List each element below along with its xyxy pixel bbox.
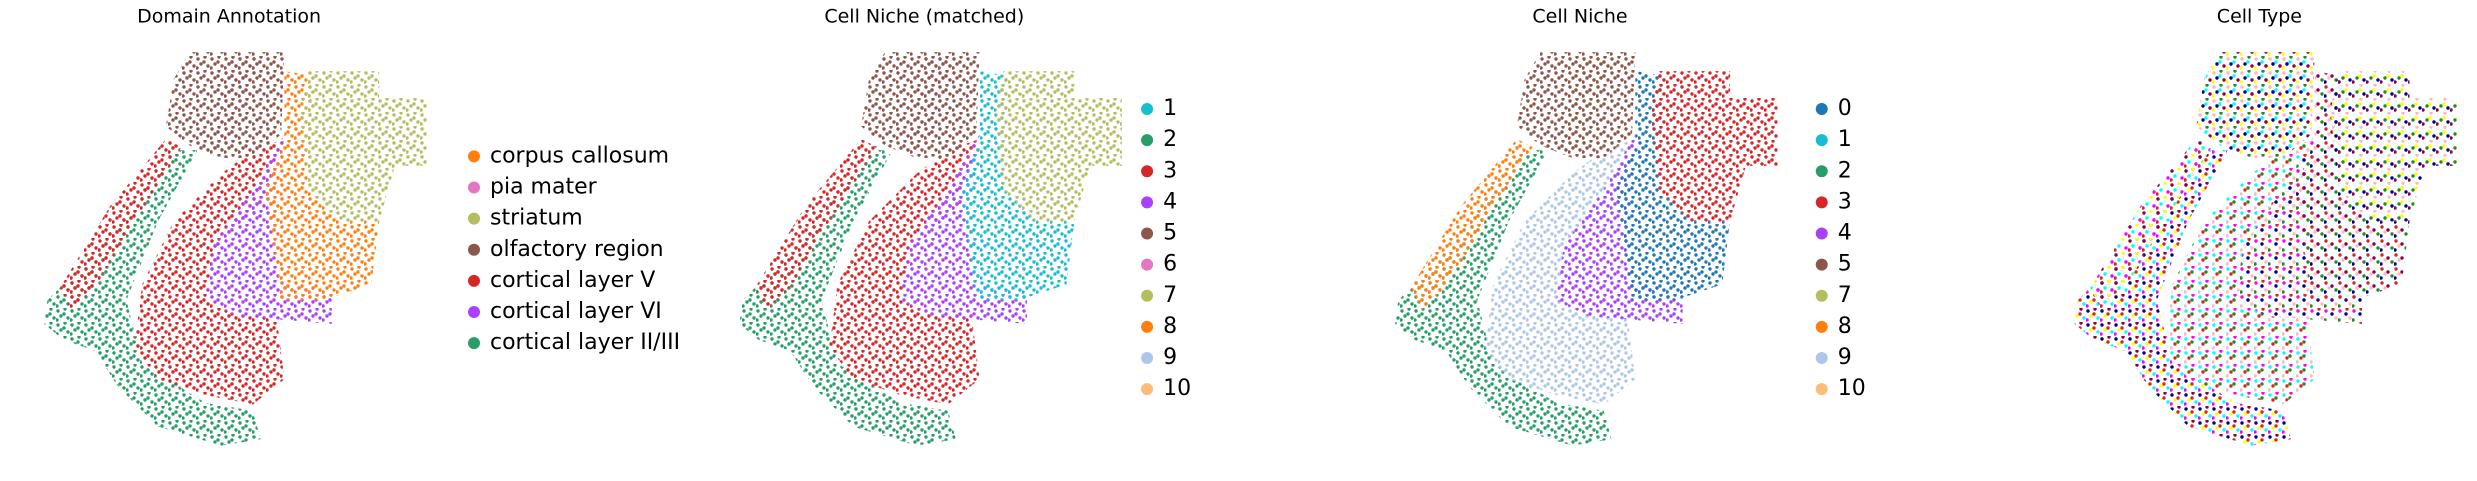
legend-label: cortical layer V <box>490 268 655 293</box>
legend-label: 5 <box>1163 221 1177 246</box>
legend-label: pia mater <box>490 175 598 200</box>
legend-label: 9 <box>1163 345 1177 370</box>
legend-label: 7 <box>1838 283 1852 308</box>
cell-region <box>995 71 1122 222</box>
legend-marker <box>1815 352 1828 365</box>
panel-title: Cell Niche (matched) <box>824 6 1024 28</box>
legend-marker <box>1141 289 1154 302</box>
legend-marker <box>1815 196 1828 209</box>
legend-marker <box>468 150 480 163</box>
legend-label: corpus callosum <box>490 143 669 168</box>
legend-marker <box>468 243 480 256</box>
legend-marker <box>1815 103 1828 116</box>
cell-region <box>2295 71 2410 301</box>
panel-title: Cell Niche <box>1532 6 1627 28</box>
legend-marker <box>468 306 480 319</box>
legend-label: 0 <box>1838 96 1852 121</box>
panel: Domain Annotation corpus callosum pia mate… <box>44 6 680 446</box>
legend-marker <box>468 274 480 287</box>
cell-region <box>2196 52 2315 158</box>
cell-region <box>861 52 980 158</box>
cell-region <box>1395 150 1612 446</box>
panel: Cell Type <box>2074 6 2457 446</box>
legend-label: 9 <box>1838 345 1852 370</box>
legend-label: 3 <box>1838 189 1852 214</box>
panel-title: Domain Annotation <box>137 6 321 28</box>
legend-marker <box>1815 165 1828 178</box>
legend-label: 2 <box>1838 158 1852 183</box>
legend-label: 10 <box>1163 376 1191 401</box>
legend-label: cortical layer VI <box>490 299 662 324</box>
cell-region <box>1651 71 1778 222</box>
legend-marker <box>1141 320 1154 333</box>
cell-region <box>1556 134 1683 324</box>
legend-label: 2 <box>1163 127 1177 152</box>
legend-marker <box>1815 289 1828 302</box>
cell-region <box>1410 139 1533 310</box>
cell-region <box>2090 139 2212 310</box>
legend-label: striatum <box>490 206 583 231</box>
cell-region <box>2074 150 2291 446</box>
legend-marker <box>1815 134 1828 147</box>
legend-marker <box>1141 352 1154 365</box>
cell-region <box>739 150 956 446</box>
legend-label: 8 <box>1163 314 1177 339</box>
legend-marker <box>1141 165 1154 178</box>
legend-marker <box>1141 196 1154 209</box>
cell-region <box>1616 71 1731 301</box>
legend-marker <box>1815 320 1828 333</box>
legend-marker <box>1141 103 1154 116</box>
legend-marker <box>1815 258 1828 271</box>
panel: Cell Niche 0 1 2 3 4 5 7 8 9 10 <box>1395 6 1866 446</box>
legend-marker <box>1141 258 1154 271</box>
legend-label: 4 <box>1163 189 1177 214</box>
legend-label: 7 <box>1163 283 1177 308</box>
legend-label: cortical layer II/III <box>490 330 680 355</box>
legend-marker <box>1815 227 1828 240</box>
legend-marker <box>1141 134 1154 147</box>
cell-region <box>900 134 1027 324</box>
legend-marker <box>468 181 480 194</box>
legend-label: 1 <box>1838 127 1852 152</box>
legend-label: 3 <box>1163 158 1177 183</box>
panel-title: Cell Type <box>2217 6 2302 28</box>
cell-region <box>60 139 182 310</box>
cell-region <box>2235 134 2363 324</box>
cell-region <box>165 52 285 158</box>
legend-marker <box>468 337 480 350</box>
legend-label: 4 <box>1838 221 1852 246</box>
cell-region <box>960 71 1075 301</box>
legend-label: 5 <box>1838 252 1852 277</box>
legend-label: olfactory region <box>490 237 664 262</box>
legend-label: 6 <box>1163 252 1177 277</box>
legend-label: 10 <box>1838 376 1866 401</box>
panel: Cell Niche (matched) 1 2 3 4 5 6 7 8 9 10 <box>739 6 1191 446</box>
cell-region <box>44 150 261 446</box>
legend-marker <box>1815 383 1828 396</box>
cell-region <box>265 71 380 301</box>
cell-region <box>2330 71 2457 222</box>
legend-marker <box>1141 383 1154 396</box>
legend-label: 1 <box>1163 96 1177 121</box>
cell-region <box>300 71 427 222</box>
legend-marker <box>468 212 480 225</box>
legend-marker <box>1141 227 1154 240</box>
legend-label: 8 <box>1838 314 1852 339</box>
cell-region <box>1516 52 1636 158</box>
cell-region <box>755 139 877 310</box>
cell-region <box>205 134 332 324</box>
